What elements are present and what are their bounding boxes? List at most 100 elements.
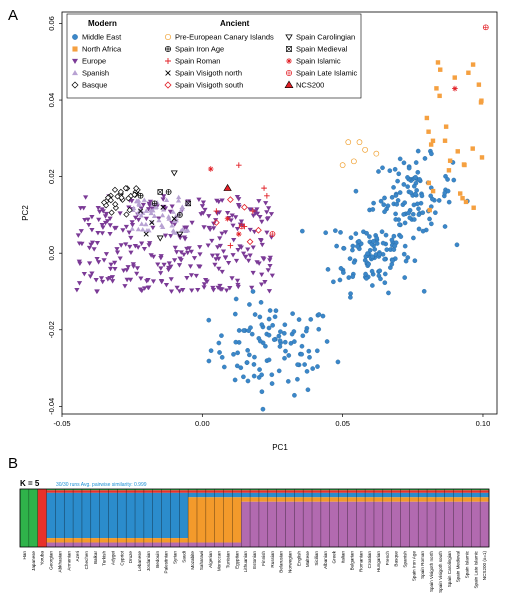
- legend-marker: [72, 58, 78, 64]
- point-europe: [225, 211, 231, 216]
- point-europe: [187, 264, 194, 269]
- point-middle-east: [383, 232, 389, 238]
- point-europe: [75, 233, 81, 238]
- point-middle-east: [451, 177, 457, 183]
- admixture-segment: [99, 538, 109, 543]
- y-tick-label: 0.04: [47, 93, 56, 108]
- legend-marker: [72, 70, 78, 76]
- point-middle-east: [337, 277, 343, 283]
- admixture-segment: [135, 542, 145, 547]
- panel-b-label: B: [8, 455, 18, 472]
- point-middle-east: [412, 217, 417, 222]
- point-europe: [114, 247, 120, 252]
- population-label: Armenian: [66, 551, 71, 571]
- admixture-segment: [73, 490, 83, 493]
- admixture-segment: [471, 501, 481, 547]
- point-europe: [230, 223, 236, 228]
- point-europe: [186, 246, 192, 251]
- point-spain-iron-age: [177, 212, 183, 218]
- point-middle-east: [380, 165, 385, 171]
- point-middle-east: [266, 357, 272, 363]
- point-middle-east: [270, 323, 275, 328]
- point-middle-east: [347, 256, 353, 261]
- admixture-segment: [303, 501, 313, 547]
- admixture-segment: [338, 490, 348, 493]
- admixture-segment: [135, 490, 145, 493]
- point-middle-east: [221, 364, 227, 370]
- population-label: Belarusian: [279, 551, 284, 573]
- legend-marker: [165, 70, 171, 76]
- point-middle-east: [372, 247, 378, 252]
- legend-label: Pre-European Canary Islands: [175, 33, 274, 42]
- point-middle-east: [413, 191, 418, 197]
- admixture-segment: [90, 542, 100, 547]
- point-north-africa: [461, 162, 467, 167]
- admixture-segment: [320, 497, 331, 502]
- admixture-segment: [223, 489, 233, 491]
- point-europe: [197, 245, 203, 250]
- admixture-segment: [241, 492, 251, 498]
- point-europe: [200, 200, 206, 205]
- population-label: Russian: [270, 551, 275, 568]
- point-europe: [227, 286, 233, 291]
- point-north-africa: [452, 75, 457, 80]
- point-spanish: [148, 210, 154, 216]
- point-europe: [82, 217, 88, 223]
- point-spain-medieval: [157, 189, 163, 195]
- population-label: Hungarian: [376, 551, 381, 573]
- point-middle-east: [291, 329, 297, 334]
- admixture-segment: [347, 489, 357, 491]
- point-europe: [188, 273, 195, 278]
- point-europe: [235, 284, 241, 290]
- point-europe: [182, 237, 188, 242]
- point-europe: [260, 256, 266, 261]
- x-tick-label: 0.00: [195, 419, 210, 428]
- point-europe: [102, 214, 109, 219]
- point-europe: [257, 238, 264, 243]
- point-europe: [93, 278, 99, 283]
- admixture-segment: [143, 489, 154, 491]
- admixture-segment: [90, 492, 100, 539]
- admixture-segment: [471, 497, 481, 502]
- admixture-segment: [46, 492, 56, 539]
- population-label: Georgian: [49, 551, 54, 570]
- admixture-segment: [161, 490, 171, 493]
- point-europe: [263, 201, 269, 206]
- admixture-segment: [117, 492, 127, 539]
- admixture-segment: [471, 492, 481, 498]
- population-label: Japanese: [31, 551, 36, 571]
- point-middle-east: [350, 274, 356, 279]
- admixture-segment: [196, 492, 207, 498]
- admixture-segment: [329, 492, 339, 498]
- admixture-segment: [241, 489, 251, 491]
- point-spanish: [136, 201, 142, 206]
- point-spanish: [161, 207, 167, 212]
- point-middle-east: [385, 203, 391, 209]
- point-europe: [264, 230, 270, 236]
- point-europe: [259, 272, 265, 278]
- point-europe: [99, 231, 105, 236]
- admixture-segment: [382, 490, 392, 493]
- legend-items: Middle East North Africa Europe Spanish Basq…: [71, 33, 358, 90]
- admixture-segment: [170, 538, 180, 543]
- admixture-segment: [418, 497, 428, 502]
- population-label: Moroccan: [217, 551, 222, 572]
- admixture-segment: [241, 501, 251, 547]
- point-europe: [199, 204, 206, 209]
- point-europe: [120, 228, 126, 233]
- admixture-segment: [435, 489, 446, 491]
- admixture-segment: [382, 497, 392, 502]
- point-middle-east: [269, 381, 275, 386]
- admixture-segment: [90, 538, 100, 543]
- point-europe: [142, 286, 148, 291]
- point-spain-visigoth-north: [138, 208, 144, 214]
- admixture-segment: [312, 492, 322, 498]
- point-middle-east: [406, 210, 412, 216]
- point-europe: [267, 263, 273, 269]
- legend-label: Basque: [82, 81, 107, 90]
- population-label: Cypriot: [119, 550, 124, 565]
- y-tick-label: 0.00: [47, 246, 56, 261]
- point-europe: [201, 225, 207, 230]
- point-europe: [229, 276, 235, 281]
- point-middle-east: [402, 243, 408, 249]
